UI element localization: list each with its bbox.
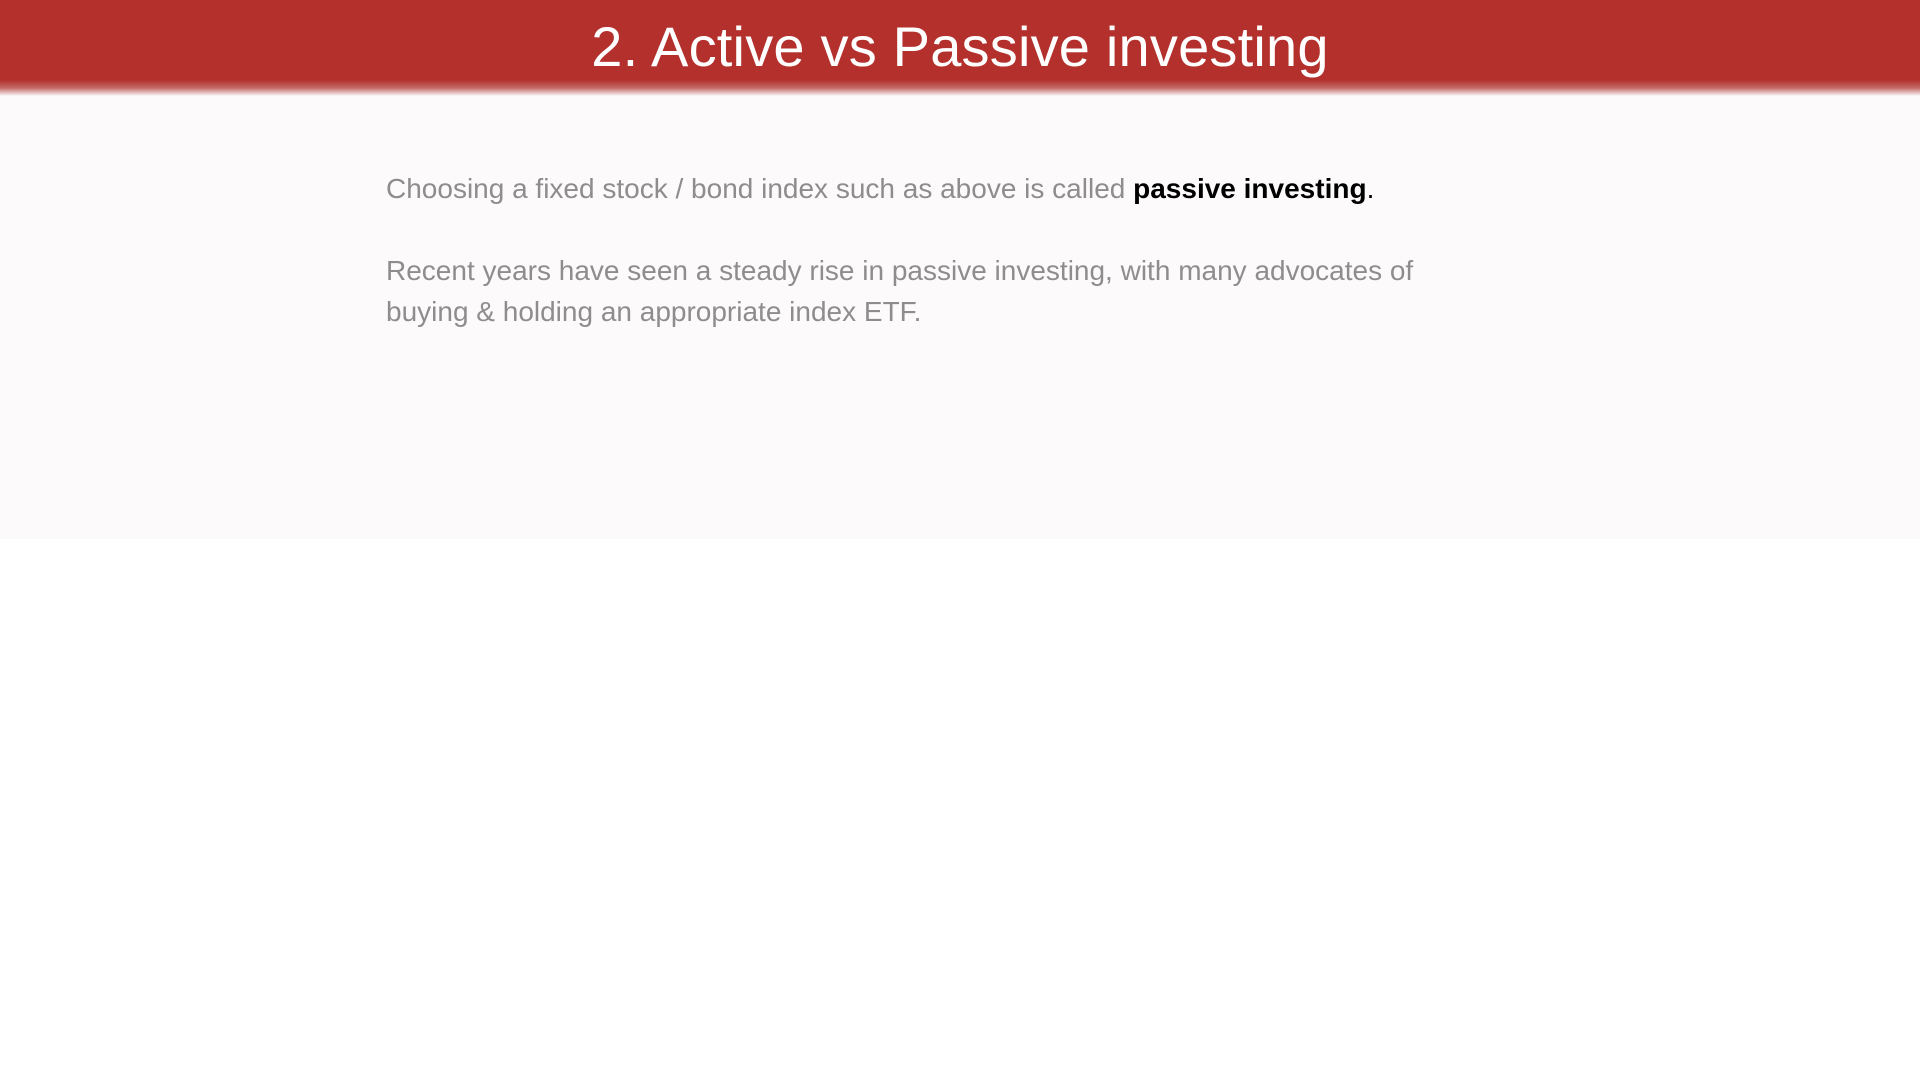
title-bar: [0, 0, 1920, 96]
paragraph-passive-definition: Choosing a fixed stock / bond index such…: [386, 168, 1446, 209]
emphasized-term: passive investing: [1133, 173, 1367, 204]
slide-title: 2. Active vs Passive investing: [591, 15, 1329, 78]
paragraph-passive-trend: Recent years have seen a steady rise in …: [386, 255, 1414, 327]
paragraph-period: .: [1366, 173, 1375, 204]
content-panel: [0, 96, 1920, 539]
paragraph-text: Choosing a fixed stock / bond index such…: [386, 173, 1134, 204]
